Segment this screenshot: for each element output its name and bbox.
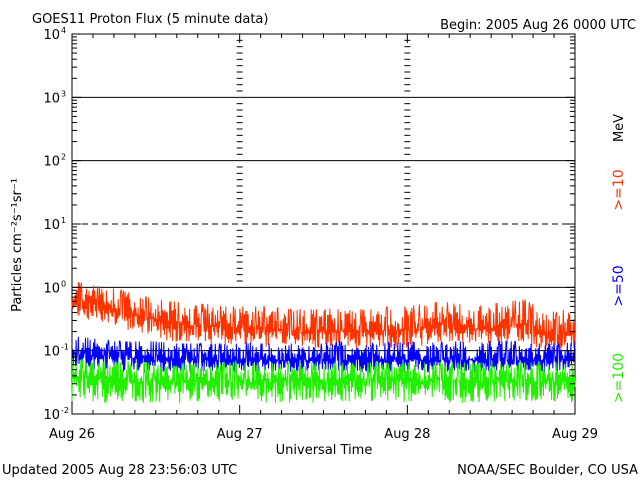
x-tick-label: Aug 26	[49, 427, 95, 442]
x-tick-label: Aug 27	[217, 427, 263, 442]
legend-entry-50mev: >=50	[611, 265, 627, 306]
y-tick-label-exponent: 3	[61, 89, 66, 98]
series-line-1	[71, 336, 576, 373]
y-tick-label-mantissa: 10	[43, 281, 60, 296]
y-tick-label-mantissa: 10	[43, 345, 60, 360]
source-credit: NOAA/SEC Boulder, CO USA	[457, 463, 638, 478]
y-tick-label-mantissa: 10	[43, 408, 60, 423]
y-tick-label-mantissa: 10	[43, 28, 60, 43]
series-line-2	[71, 358, 576, 403]
x-axis-label: Universal Time	[276, 443, 373, 458]
y-tick-label-exponent: 4	[61, 26, 66, 35]
y-tick-label-exponent: 1	[61, 216, 66, 225]
x-axis: Aug 26 Aug 27 Aug 28 Aug 29	[49, 34, 598, 442]
day-divider-marks	[236, 39, 411, 282]
x-tick-label: Aug 28	[384, 427, 430, 442]
series-layer	[71, 281, 576, 403]
x-tick-label: Aug 29	[552, 427, 598, 442]
y-tick-label-exponent: 2	[61, 153, 66, 162]
legend-entry-10mev: >=10	[611, 169, 627, 210]
y-axis-label: Particles cm⁻²s⁻¹sr⁻¹	[10, 178, 25, 312]
y-tick-label-mantissa: 10	[43, 155, 60, 170]
begin-date: Begin: 2005 Aug 26 0000 UTC	[440, 18, 636, 33]
y-tick-label-mantissa: 10	[43, 91, 60, 106]
series-line-0	[71, 281, 576, 351]
legend-entry-100mev: >=100	[611, 353, 627, 403]
y-tick-label-exponent: 0	[61, 279, 66, 288]
y-tick-label-exponent: -2	[61, 406, 69, 415]
y-tick-label-exponent: -1	[61, 343, 69, 352]
legend-unit: MeV	[612, 114, 627, 142]
chart-title: GOES11 Proton Flux (5 minute data)	[32, 12, 268, 27]
y-tick-label-mantissa: 10	[43, 218, 60, 233]
updated-timestamp: Updated 2005 Aug 28 23:56:03 UTC	[2, 463, 237, 478]
